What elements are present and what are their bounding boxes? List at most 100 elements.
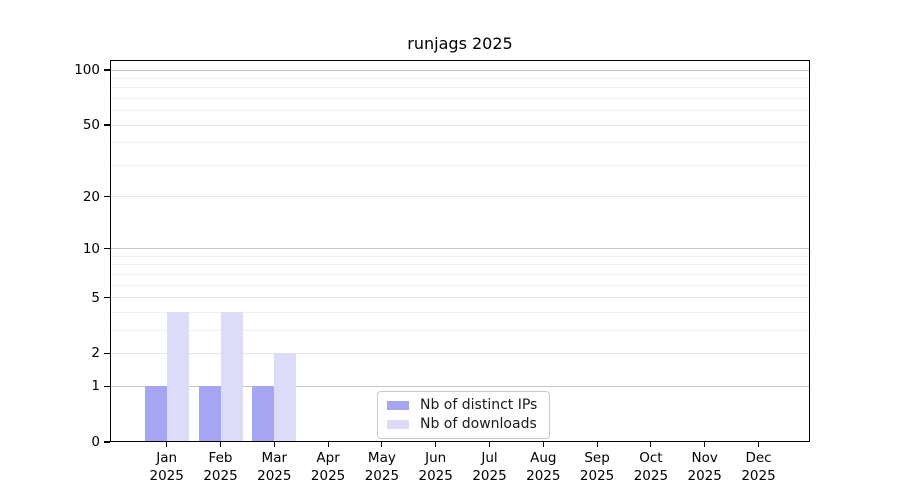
y-axis-tick-label: 50 — [82, 117, 100, 134]
x-axis-tick — [488, 442, 491, 447]
y-axis-tick-label: 5 — [91, 289, 100, 306]
gridline-decade — [110, 385, 810, 387]
x-axis-tick-label: Sep 2025 — [557, 449, 637, 485]
x-tick-year: 2025 — [257, 468, 292, 484]
y-axis-tick-label: 100 — [74, 62, 100, 79]
gridline-major — [110, 352, 810, 354]
x-axis-tick-label: Apr 2025 — [288, 449, 368, 485]
gridline-minor — [110, 77, 810, 79]
x-tick-month: Jul — [481, 450, 498, 466]
gridline-minor — [110, 87, 810, 89]
bar-distinct-ips-jan — [144, 386, 167, 442]
gridline-minor — [110, 284, 810, 286]
legend-swatch-distinct-ips — [387, 400, 409, 410]
x-axis-tick — [219, 442, 222, 447]
legend-item-downloads: Nb of downloads — [387, 416, 537, 432]
x-axis-tick-label: Oct 2025 — [611, 449, 691, 485]
x-axis-tick-label: Feb 2025 — [181, 449, 261, 485]
x-axis-tick-label: Aug 2025 — [503, 449, 583, 485]
axis-spine-left — [110, 60, 112, 442]
bar-downloads-feb — [220, 312, 243, 442]
x-tick-month: Apr — [316, 450, 340, 466]
x-tick-year: 2025 — [687, 468, 722, 484]
axis-spine-top — [110, 60, 810, 62]
x-tick-month: Dec — [745, 450, 772, 466]
x-axis-tick — [596, 442, 598, 447]
x-axis-tick — [757, 442, 760, 447]
x-axis-tick — [273, 442, 275, 447]
y-axis-tick-label: 0 — [91, 434, 100, 450]
x-axis-tick-label: Dec 2025 — [719, 449, 799, 485]
legend-label-downloads: Nb of downloads — [420, 416, 537, 432]
x-axis-tick-label: Jul 2025 — [450, 449, 530, 485]
gridline-decade — [110, 248, 810, 250]
x-axis-tick-label: Jun 2025 — [396, 449, 476, 485]
axis-spine-right — [808, 60, 810, 442]
gridline-major — [110, 297, 810, 299]
gridline-decade — [110, 69, 810, 71]
x-tick-year: 2025 — [526, 468, 561, 484]
x-axis-tick-label: Nov 2025 — [665, 449, 745, 485]
x-tick-year: 2025 — [364, 468, 400, 484]
legend-swatch-downloads — [387, 419, 409, 429]
y-axis-tick — [104, 352, 110, 355]
bar-distinct-ips-mar — [252, 386, 275, 442]
x-axis-tick — [327, 442, 329, 447]
x-tick-year: 2025 — [633, 468, 669, 484]
bar-distinct-ips-feb — [198, 386, 221, 442]
gridline-minor — [110, 164, 810, 166]
x-axis-tick-label: Mar 2025 — [234, 449, 314, 485]
x-tick-year: 2025 — [472, 468, 507, 484]
legend-item-distinct-ips: Nb of distinct IPs — [387, 397, 537, 413]
x-tick-month: Mar — [261, 450, 288, 466]
y-axis-tick — [104, 248, 110, 250]
y-axis-tick — [104, 69, 110, 71]
x-tick-year: 2025 — [149, 468, 184, 484]
y-axis-tick — [104, 296, 110, 299]
x-axis-tick-label: Jan 2025 — [127, 449, 207, 485]
plot-area — [110, 60, 810, 442]
x-axis-tick — [650, 442, 652, 447]
x-axis-tick — [381, 442, 383, 447]
legend: Nb of distinct IPs Nb of downloads — [377, 391, 551, 439]
x-tick-year: 2025 — [418, 468, 453, 484]
gridline-minor — [110, 110, 810, 112]
x-tick-month: Jun — [425, 450, 447, 466]
x-axis-tick-label: May 2025 — [342, 449, 422, 485]
gridline-minor — [110, 329, 810, 331]
y-axis-tick-label: 2 — [91, 345, 100, 362]
bar-downloads-jan — [166, 312, 189, 442]
y-axis-tick — [104, 385, 110, 387]
gridline-minor — [110, 264, 810, 266]
x-tick-month: Sep — [584, 450, 610, 466]
x-tick-year: 2025 — [741, 468, 776, 484]
axis-spine-bottom — [110, 440, 810, 442]
legend-label-distinct-ips: Nb of distinct IPs — [420, 397, 538, 413]
y-axis-tick-label: 1 — [91, 378, 100, 395]
y-axis-tick — [104, 196, 110, 198]
x-tick-month: Aug — [530, 450, 557, 466]
bar-downloads-mar — [274, 353, 297, 442]
x-tick-year: 2025 — [310, 468, 346, 484]
x-tick-month: May — [367, 450, 396, 466]
x-tick-month: Jan — [156, 450, 178, 466]
y-axis-tick — [104, 124, 110, 126]
gridline-minor — [110, 273, 810, 275]
gridline-minor — [110, 142, 810, 144]
x-tick-month: Feb — [208, 450, 233, 466]
y-axis-tick — [104, 441, 110, 443]
y-axis-tick-label: 10 — [82, 240, 100, 257]
y-axis-tick-label: 20 — [82, 188, 100, 205]
gridline-minor — [110, 255, 810, 257]
gridline-minor — [110, 311, 810, 313]
x-tick-month: Oct — [639, 450, 663, 466]
x-tick-month: Nov — [691, 450, 718, 466]
chart-title: runjags 2025 — [407, 34, 513, 53]
x-axis-tick — [435, 442, 437, 447]
x-tick-year: 2025 — [203, 468, 238, 484]
gridline-minor — [110, 97, 810, 99]
x-axis-tick — [166, 442, 168, 447]
x-axis-tick — [542, 442, 544, 447]
x-tick-year: 2025 — [579, 468, 615, 484]
